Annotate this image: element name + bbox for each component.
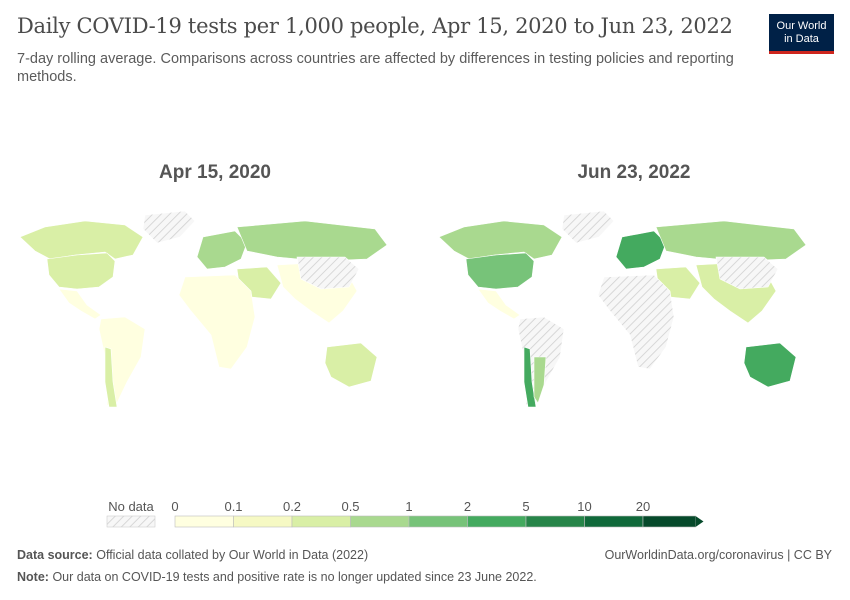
legend-bin-8[interactable] (642, 515, 696, 528)
region-2022-russia[interactable] (655, 220, 807, 262)
legend-bin-5[interactable] (467, 515, 527, 528)
region-2022-greenland[interactable] (561, 210, 615, 244)
data-source: Data source: Official data collated by O… (17, 548, 368, 562)
region-2020-africa[interactable] (178, 274, 256, 370)
map-title-left: Apr 15, 2020 (159, 162, 271, 183)
legend-tick-label: 20 (635, 499, 651, 514)
region-2020-mexico[interactable] (58, 288, 102, 320)
source-url-link[interactable]: OurWorldinData.org/coronavirus | CC BY (604, 548, 832, 562)
legend-tick-label: 2 (463, 499, 472, 514)
legend-tick-label: 1 (405, 499, 413, 514)
world-map-2020 (19, 210, 388, 408)
legend-no-data-label: No data (108, 499, 154, 514)
legend-bin-2[interactable] (291, 515, 351, 528)
legend-bin-4[interactable] (408, 515, 468, 528)
note-text: Our data on COVID-19 tests and positive … (52, 570, 537, 584)
region-2022-north-america[interactable] (438, 220, 563, 260)
region-2020-china[interactable] (296, 256, 360, 290)
region-2020-australia[interactable] (324, 342, 378, 388)
legend-tick-label: 0.2 (282, 499, 302, 514)
region-2022-usa[interactable] (465, 252, 535, 290)
region-2022-chile[interactable] (523, 346, 537, 408)
logo-line-2: in Data (784, 32, 819, 45)
legend-arrow (695, 516, 704, 527)
world-map-2022 (438, 210, 807, 408)
source-text: Official data collated by Our World in D… (96, 548, 369, 562)
chart-title: Daily COVID-19 tests per 1,000 people, A… (17, 14, 733, 38)
region-2022-europe[interactable] (615, 230, 667, 270)
legend-tick-label: 0.5 (341, 499, 360, 514)
region-2022-argentina[interactable] (533, 356, 547, 404)
color-legend: No data 0 0.1 0.2 0.5 1 2 5 10 20 (0, 495, 850, 535)
region-2020-chile[interactable] (104, 346, 118, 408)
legend-bin-1[interactable] (233, 515, 293, 528)
region-2022-africa[interactable] (597, 274, 675, 370)
legend-bin-0[interactable] (174, 515, 234, 528)
region-2020-greenland[interactable] (142, 210, 196, 244)
legend-tick-label: 10 (577, 499, 592, 514)
region-2022-mexico[interactable] (477, 288, 521, 320)
world-maps (19, 210, 807, 408)
chart-subtitle: 7-day rolling average. Comparisons acros… (17, 51, 734, 85)
legend-swatches (106, 515, 704, 528)
note-label: Note: (17, 570, 49, 584)
region-2020-north-america[interactable] (19, 220, 144, 260)
region-2020-europe[interactable] (196, 230, 248, 270)
legend-tick-label: 0.1 (224, 499, 243, 514)
legend-bin-6[interactable] (525, 515, 585, 528)
owid-logo[interactable]: Our World in Data (769, 14, 834, 54)
logo-line-1: Our World (776, 19, 827, 32)
region-2022-australia[interactable] (743, 342, 797, 388)
legend-tick-label: 5 (522, 499, 530, 514)
source-label: Data source: (17, 548, 93, 562)
region-2022-china[interactable] (715, 256, 779, 290)
map-title-right: Jun 23, 2022 (577, 162, 691, 183)
legend-bin-7[interactable] (584, 515, 644, 528)
chart-note: Note: Our data on COVID-19 tests and pos… (17, 570, 537, 584)
region-2020-usa[interactable] (46, 252, 116, 290)
region-2020-russia[interactable] (236, 220, 388, 262)
legend-no-data-swatch (106, 515, 156, 528)
legend-bin-3[interactable] (350, 515, 410, 528)
legend-tick-label: 0 (171, 499, 179, 514)
